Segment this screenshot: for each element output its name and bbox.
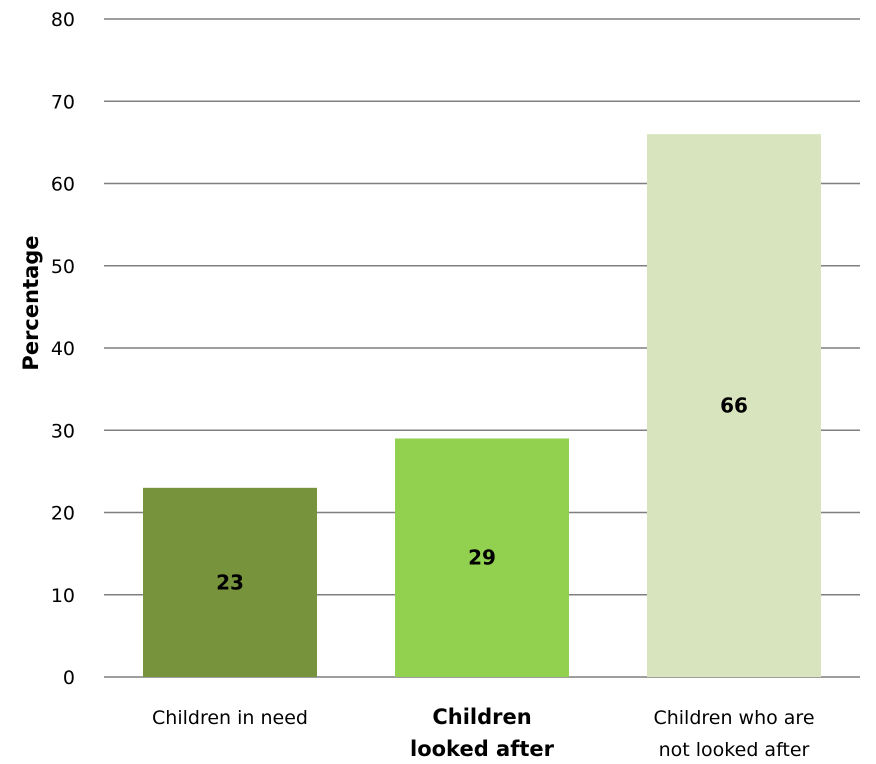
data-labels: 23 29 66 (216, 394, 748, 595)
data-label: 66 (720, 394, 748, 418)
y-tick-label: 60 (51, 174, 75, 196)
y-tick-label: 80 (51, 9, 75, 31)
x-tick-label-line: Children (432, 705, 531, 729)
data-label: 29 (468, 546, 496, 570)
x-tick-label-line: Children who are (653, 707, 814, 729)
y-axis-title: Percentage (19, 235, 43, 370)
x-tick-label: Children who are not looked after (653, 707, 814, 761)
y-axis-ticks: 0 10 20 30 40 50 60 70 80 (51, 9, 75, 689)
bar (395, 438, 569, 677)
bar (647, 134, 821, 677)
data-label: 23 (216, 570, 244, 594)
x-tick-label-line: not looked after (659, 739, 810, 761)
bars (143, 134, 821, 677)
x-tick-label: Children looked after (410, 705, 555, 761)
x-axis-ticks: Children in need Children looked afterChil… (152, 705, 815, 761)
y-tick-label: 70 (51, 91, 75, 113)
x-tick-label-line: Children in need (152, 707, 308, 729)
y-tick-label: 10 (51, 585, 75, 607)
y-tick-label: 0 (63, 667, 75, 689)
y-tick-label: 30 (51, 420, 75, 442)
bar (143, 487, 317, 677)
x-tick-label: Children in need (152, 707, 308, 729)
y-tick-label: 20 (51, 503, 75, 525)
x-tick-label-line: looked after (410, 737, 555, 761)
y-tick-label: 40 (51, 338, 75, 360)
y-tick-label: 50 (51, 256, 75, 278)
